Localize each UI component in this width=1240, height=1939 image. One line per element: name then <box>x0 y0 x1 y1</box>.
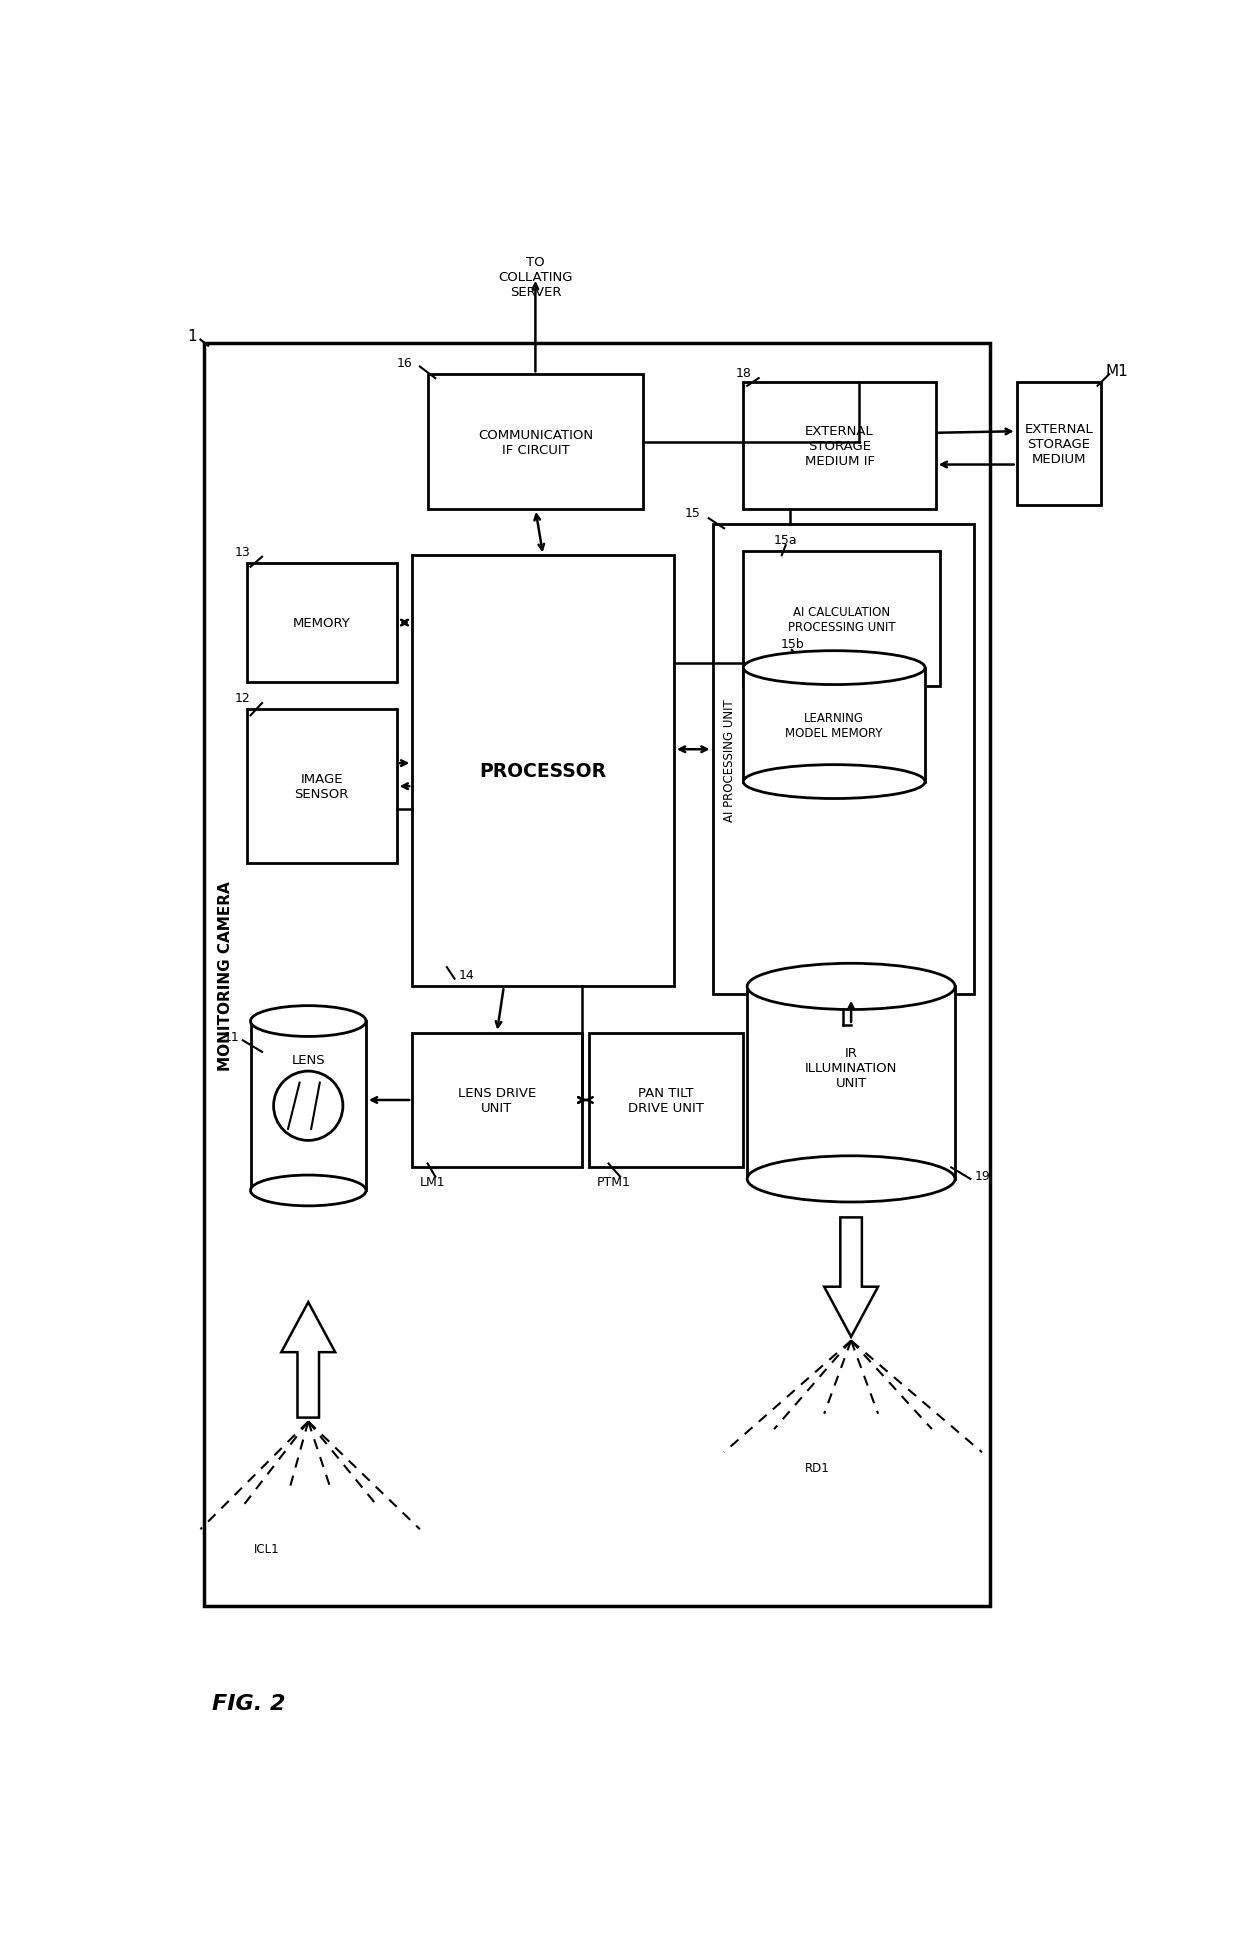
Ellipse shape <box>748 964 955 1010</box>
Bar <box>743 553 940 686</box>
Ellipse shape <box>250 1006 366 1037</box>
Text: FIG. 2: FIG. 2 <box>212 1693 285 1712</box>
Text: RD1: RD1 <box>805 1462 830 1474</box>
Text: LEARNING
MODEL MEMORY: LEARNING MODEL MEMORY <box>785 712 883 739</box>
Text: 11: 11 <box>223 1030 239 1043</box>
Bar <box>428 374 644 510</box>
Text: LENS: LENS <box>291 1053 325 1066</box>
Text: EXTERNAL
STORAGE
MEDIUM: EXTERNAL STORAGE MEDIUM <box>1024 423 1094 465</box>
Bar <box>743 669 925 781</box>
Bar <box>250 1022 366 1191</box>
Circle shape <box>274 1072 343 1140</box>
Text: 16: 16 <box>397 357 412 370</box>
Text: 15b: 15b <box>780 638 804 652</box>
Text: ICL1: ICL1 <box>254 1542 280 1555</box>
Bar <box>748 987 955 1179</box>
Bar <box>247 564 397 683</box>
Text: 18: 18 <box>735 366 751 380</box>
Text: LM1: LM1 <box>420 1175 445 1189</box>
Bar <box>205 345 990 1605</box>
Bar <box>743 382 936 510</box>
Text: 15: 15 <box>684 508 701 520</box>
Text: AI CALCULATION
PROCESSING UNIT: AI CALCULATION PROCESSING UNIT <box>787 605 895 634</box>
Bar <box>412 1033 582 1167</box>
Text: TO
COLLATING
SERVER: TO COLLATING SERVER <box>498 256 573 299</box>
Bar <box>1017 382 1101 506</box>
Text: 14: 14 <box>459 970 474 981</box>
Text: IR
ILLUMINATION
UNIT: IR ILLUMINATION UNIT <box>805 1047 898 1090</box>
Ellipse shape <box>748 1156 955 1202</box>
Bar <box>589 1033 743 1167</box>
Text: PTM1: PTM1 <box>596 1175 631 1189</box>
Bar <box>713 525 975 995</box>
Text: MEMORY: MEMORY <box>293 617 351 630</box>
Ellipse shape <box>250 1175 366 1206</box>
Text: 15a: 15a <box>774 533 797 547</box>
Text: 19: 19 <box>975 1169 990 1183</box>
Text: AI PROCESSING UNIT: AI PROCESSING UNIT <box>723 698 735 822</box>
Text: COMMUNICATION
IF CIRCUIT: COMMUNICATION IF CIRCUIT <box>477 429 593 456</box>
Text: LENS DRIVE
UNIT: LENS DRIVE UNIT <box>458 1086 536 1115</box>
Text: EXTERNAL
STORAGE
MEDIUM IF: EXTERNAL STORAGE MEDIUM IF <box>805 425 874 467</box>
Text: 13: 13 <box>236 545 250 558</box>
FancyArrow shape <box>825 1218 878 1338</box>
Text: 1: 1 <box>187 330 197 343</box>
Text: PROCESSOR: PROCESSOR <box>480 762 606 781</box>
Text: IMAGE
SENSOR: IMAGE SENSOR <box>295 774 348 801</box>
Text: MONITORING CAMERA: MONITORING CAMERA <box>218 880 233 1070</box>
Text: 12: 12 <box>236 692 250 704</box>
Bar <box>412 556 675 987</box>
Ellipse shape <box>743 652 925 684</box>
Ellipse shape <box>743 766 925 799</box>
FancyArrow shape <box>281 1303 335 1417</box>
Bar <box>247 710 397 863</box>
Text: M1: M1 <box>1105 365 1128 378</box>
Text: PAN TILT
DRIVE UNIT: PAN TILT DRIVE UNIT <box>629 1086 704 1115</box>
